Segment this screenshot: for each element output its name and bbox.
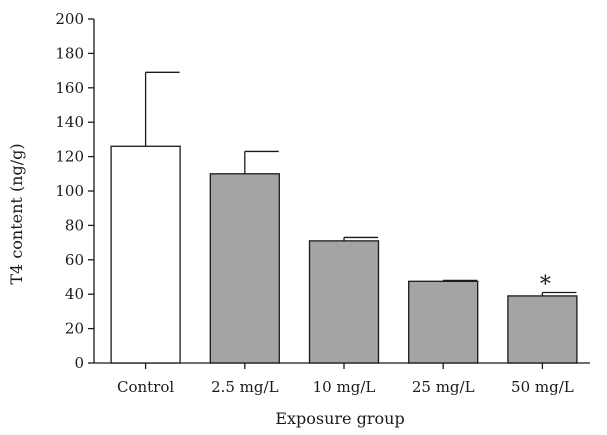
y-tick-label: 80 — [65, 216, 84, 234]
x-tick-label: 50 mg/L — [511, 378, 574, 396]
x-tick-label: Control — [117, 378, 174, 396]
x-tick-label: 2.5 mg/L — [211, 378, 279, 396]
x-axis-title: Exposure group — [275, 409, 404, 428]
y-tick-label: 120 — [55, 148, 84, 166]
bar-25-mg-l — [408, 280, 479, 364]
y-axis-title: T4 content (ng/g) — [7, 143, 26, 284]
x-tick-label: 25 mg/L — [412, 378, 475, 396]
error-bars — [144, 71, 577, 296]
annotations: * — [540, 272, 551, 297]
y-tick-label: 180 — [55, 44, 84, 62]
bars — [110, 145, 578, 364]
y-tick-label: 100 — [55, 182, 84, 200]
x-tick-label: 10 mg/L — [313, 378, 376, 396]
significance-marker: * — [540, 272, 551, 297]
y-tick-label: 40 — [65, 285, 84, 303]
y-tick-label: 140 — [55, 113, 84, 131]
y-tick-label: 60 — [65, 251, 84, 269]
y-tick-label: 200 — [55, 10, 84, 28]
y-axis: 0 20 40 60 80 100 120 140 160 180 200 — [55, 10, 95, 372]
x-axis: Control 2.5 mg/L 10 mg/L 25 mg/L 50 mg/L — [94, 362, 590, 396]
bar-2-5-mg-l — [209, 173, 280, 364]
y-tick-label: 160 — [55, 79, 84, 97]
bar-10-mg-l — [308, 240, 380, 364]
bar-control — [110, 145, 181, 364]
y-tick-label: 20 — [65, 320, 84, 338]
y-tick-label: 0 — [74, 354, 84, 372]
bar-50-mg-l — [507, 295, 578, 364]
